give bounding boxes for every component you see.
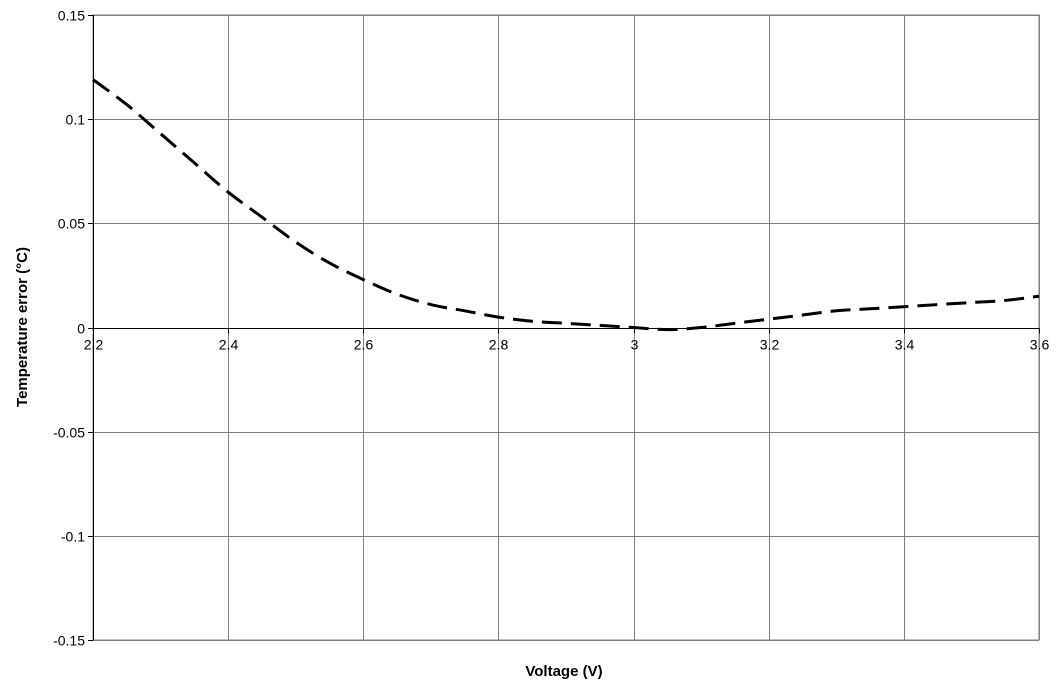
y-tick-label: 0.05	[58, 216, 85, 232]
grid	[93, 15, 1040, 641]
x-tick-label: 3.6	[1030, 337, 1050, 353]
x-tick-label: 2.4	[219, 337, 239, 353]
x-tick-label: 2.8	[489, 337, 509, 353]
x-tick-label: 2.2	[84, 337, 104, 353]
y-tick-label: 0.15	[58, 8, 85, 24]
x-tick-label: 3.4	[895, 337, 915, 353]
x-tick-label: 3.2	[760, 337, 780, 353]
y-tick-label: -0.05	[53, 425, 85, 441]
x-tick-labels: 2.2 2.4 2.6 2.8 3 3.2 3.4 3.6	[84, 337, 1050, 353]
plot-area-frame	[92, 14, 1040, 641]
y-tick-label: 0.1	[66, 112, 86, 128]
series-layer	[92, 78, 1040, 332]
y-tick-label: -0.15	[53, 633, 85, 649]
y-tick-label: -0.1	[61, 529, 85, 545]
y-tick-labels: 0.15 0.1 0.05 0 -0.05 -0.1 -0.15	[53, 8, 85, 649]
x-axis-title: Voltage (V)	[525, 663, 602, 680]
y-tick-label: 0	[77, 321, 85, 337]
series-line	[92, 78, 1040, 332]
x-tick-label: 2.6	[354, 337, 374, 353]
axes	[88, 15, 1040, 641]
y-axis-title: Temperature error (°C)	[14, 247, 31, 407]
x-tick-label: 3	[631, 337, 639, 353]
